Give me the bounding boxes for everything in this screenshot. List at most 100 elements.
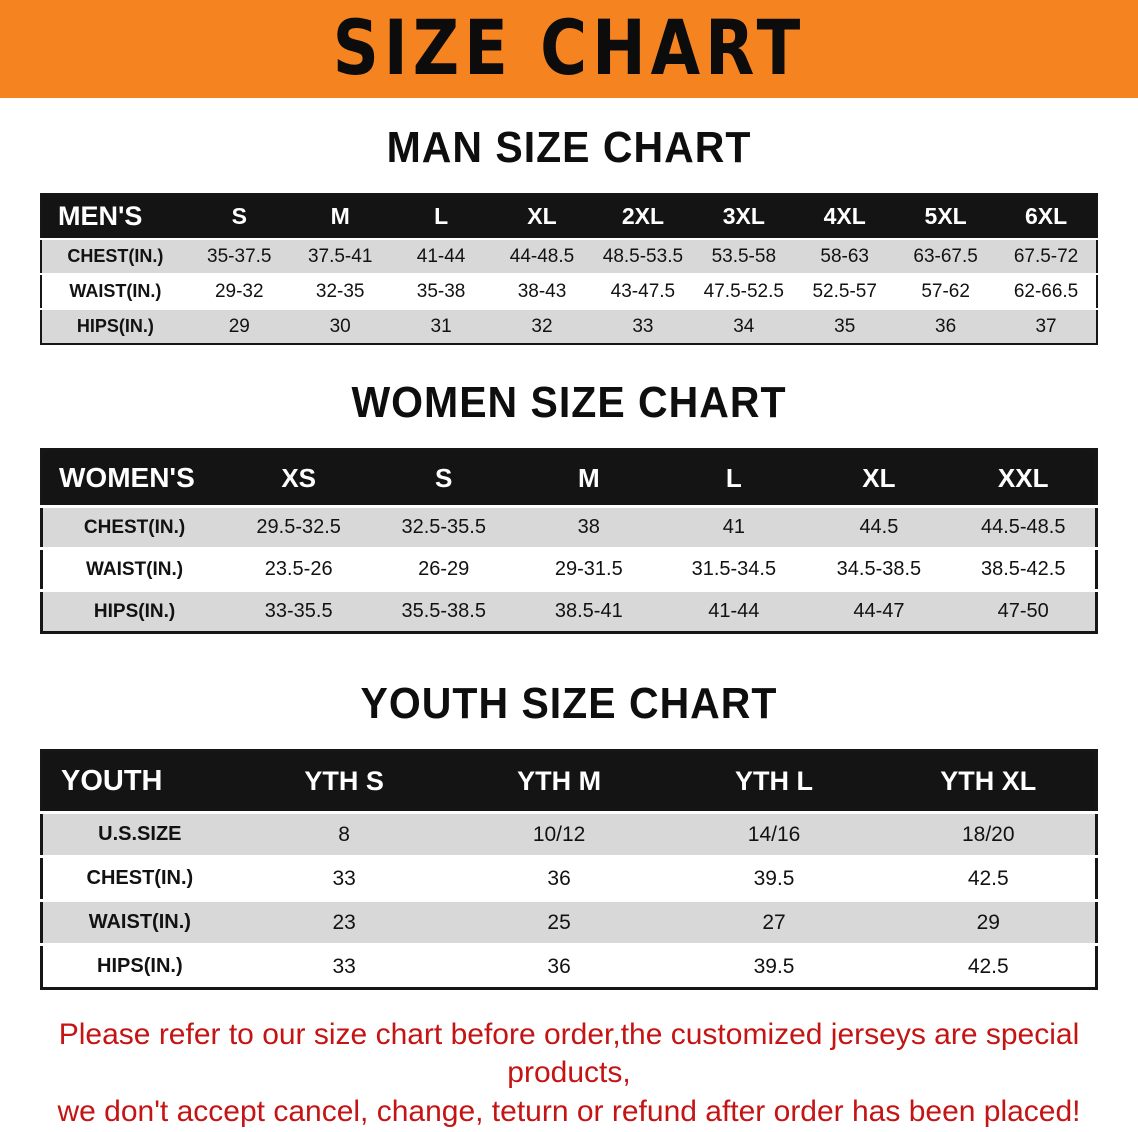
size-value-cell: 38-43: [491, 273, 593, 309]
youth-size-table: YOUTH YTH S YTH M YTH L YTH XL U.S.SIZE 8 10/12…: [40, 749, 1098, 990]
table-row: WAIST(IN.) 23.5-26 26-29 29-31.5 31.5-34.5 34…: [41, 547, 1097, 591]
size-column-header: L: [661, 449, 807, 507]
row-label: CHEST(IN.): [41, 238, 189, 274]
table-row: HIPS(IN.) 33 36 39.5 42.5: [41, 943, 1097, 989]
size-value-cell: 42.5: [881, 943, 1097, 989]
size-column-header: 6XL: [996, 194, 1097, 239]
size-value-cell: 31.5-34.5: [661, 547, 807, 591]
women-size-table-wrap: WOMEN'S XS S M L XL XXL CHEST(IN.) 29.5-32.5 32.5…: [40, 448, 1098, 634]
table-header-row: WOMEN'S XS S M L XL XXL: [41, 449, 1097, 507]
size-value-cell: 41-44: [661, 589, 807, 633]
size-value-cell: 32: [491, 308, 593, 344]
size-value-cell: 41: [661, 505, 807, 549]
youth-table-title: YOUTH: [41, 750, 237, 813]
size-value-cell: 63-67.5: [895, 238, 997, 274]
size-value-cell: 39.5: [666, 943, 882, 989]
size-column-header: 4XL: [794, 194, 896, 239]
size-value-cell: 44.5: [806, 505, 952, 549]
women-section-heading: WOMEN SIZE CHART: [351, 377, 787, 427]
table-row: WAIST(IN.) 29-32 32-35 35-38 38-43 43-47.5 47.…: [41, 273, 1097, 309]
men-size-table-wrap: MEN'S S M L XL 2XL 3XL 4XL 5XL 6XL CHEST(IN.) 35-37…: [40, 193, 1098, 345]
men-size-table: MEN'S S M L XL 2XL 3XL 4XL 5XL 6XL CHEST(IN.) 35-37…: [40, 193, 1098, 345]
size-value-cell: 29-31.5: [516, 547, 662, 591]
table-row: CHEST(IN.) 33 36 39.5 42.5: [41, 855, 1097, 901]
size-value-cell: 44-48.5: [491, 238, 593, 274]
table-row: CHEST(IN.) 35-37.5 37.5-41 41-44 44-48.5 48.5…: [41, 238, 1097, 274]
footer-note-line2: we don't accept cancel, change, teturn o…: [57, 1094, 1081, 1128]
size-value-cell: 33-35.5: [226, 589, 372, 633]
size-column-header: XS: [226, 449, 372, 507]
size-value-cell: 32.5-35.5: [371, 505, 517, 549]
size-column-header: M: [516, 449, 662, 507]
row-label: CHEST(IN.): [41, 505, 227, 549]
size-value-cell: 26-29: [371, 547, 517, 591]
size-value-cell: 23.5-26: [226, 547, 372, 591]
row-label: HIPS(IN.): [41, 308, 189, 344]
size-value-cell: 33: [592, 308, 694, 344]
size-column-header: YTH XL: [881, 750, 1097, 813]
youth-size-section: YOUTH SIZE CHART YOUTH YTH S YTH M YTH L YTH…: [0, 678, 1138, 990]
size-column-header: YTH M: [451, 750, 667, 813]
size-value-cell: 39.5: [666, 855, 882, 901]
size-value-cell: 18/20: [881, 811, 1097, 857]
size-value-cell: 29-32: [188, 273, 290, 309]
size-value-cell: 33: [236, 943, 452, 989]
size-column-header: XL: [806, 449, 952, 507]
size-value-cell: 35-38: [390, 273, 492, 309]
size-column-header: S: [371, 449, 517, 507]
page-title: SIZE CHART: [332, 5, 806, 93]
women-size-table: WOMEN'S XS S M L XL XXL CHEST(IN.) 29.5-32.5 32.5…: [40, 448, 1098, 634]
size-value-cell: 58-63: [794, 238, 896, 274]
size-value-cell: 41-44: [390, 238, 492, 274]
size-value-cell: 52.5-57: [794, 273, 896, 309]
size-column-header: XL: [491, 194, 593, 239]
size-value-cell: 23: [236, 899, 452, 945]
row-label: WAIST(IN.): [41, 899, 237, 945]
size-column-header: 5XL: [895, 194, 997, 239]
row-label: CHEST(IN.): [41, 855, 237, 901]
size-value-cell: 29: [881, 899, 1097, 945]
size-value-cell: 10/12: [451, 811, 667, 857]
size-value-cell: 53.5-58: [693, 238, 795, 274]
size-value-cell: 35.5-38.5: [371, 589, 517, 633]
size-value-cell: 37: [996, 308, 1097, 344]
size-value-cell: 34: [693, 308, 795, 344]
size-value-cell: 38.5-42.5: [951, 547, 1097, 591]
women-table-title: WOMEN'S: [41, 449, 227, 507]
size-value-cell: 29.5-32.5: [226, 505, 372, 549]
size-value-cell: 31: [390, 308, 492, 344]
size-value-cell: 42.5: [881, 855, 1097, 901]
size-column-header: 2XL: [592, 194, 694, 239]
size-column-header: XXL: [951, 449, 1097, 507]
size-value-cell: 32-35: [289, 273, 391, 309]
size-value-cell: 47-50: [951, 589, 1097, 633]
table-header-row: MEN'S S M L XL 2XL 3XL 4XL 5XL 6XL: [41, 194, 1097, 239]
size-value-cell: 30: [289, 308, 391, 344]
size-value-cell: 67.5-72: [996, 238, 1097, 274]
size-value-cell: 37.5-41: [289, 238, 391, 274]
size-value-cell: 27: [666, 899, 882, 945]
size-value-cell: 57-62: [895, 273, 997, 309]
table-row: WAIST(IN.) 23 25 27 29: [41, 899, 1097, 945]
row-label: HIPS(IN.): [41, 943, 237, 989]
size-column-header: YTH S: [236, 750, 452, 813]
size-value-cell: 44-47: [806, 589, 952, 633]
table-row: HIPS(IN.) 33-35.5 35.5-38.5 38.5-41 41-44 44-…: [41, 589, 1097, 633]
row-label: U.S.SIZE: [41, 811, 237, 857]
size-value-cell: 36: [895, 308, 997, 344]
size-value-cell: 36: [451, 855, 667, 901]
footer-note-line1: Please refer to our size chart before or…: [58, 1018, 1080, 1090]
footer-note: Please refer to our size chart before or…: [0, 1016, 1138, 1131]
banner: SIZE CHART: [0, 0, 1138, 98]
size-value-cell: 36: [451, 943, 667, 989]
youth-section-heading: YOUTH SIZE CHART: [360, 678, 778, 728]
youth-size-table-wrap: YOUTH YTH S YTH M YTH L YTH XL U.S.SIZE 8 10/12…: [40, 749, 1098, 990]
men-section-heading: MAN SIZE CHART: [386, 122, 752, 172]
table-header-row: YOUTH YTH S YTH M YTH L YTH XL: [41, 750, 1097, 813]
size-value-cell: 35-37.5: [188, 238, 290, 274]
size-column-header: YTH L: [666, 750, 882, 813]
row-label: HIPS(IN.): [41, 589, 227, 633]
table-row: HIPS(IN.) 29 30 31 32 33 34 35 36 37: [41, 308, 1097, 344]
row-label: WAIST(IN.): [41, 273, 189, 309]
